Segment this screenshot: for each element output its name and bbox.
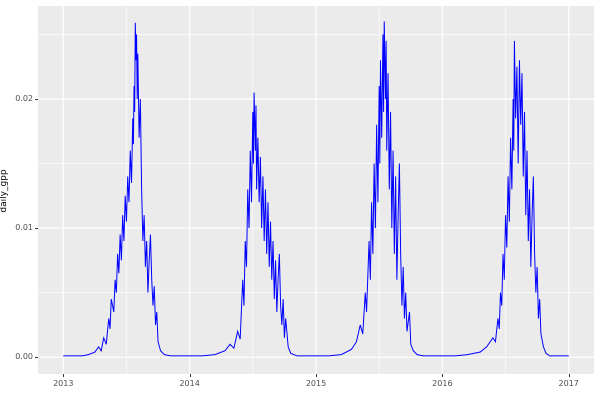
y-tick-mark <box>35 357 38 359</box>
y-tick-label: 0.01 <box>15 223 33 233</box>
x-tick-mark <box>316 374 317 377</box>
x-tick-mark <box>568 374 570 377</box>
y-tick-mark <box>35 98 38 100</box>
x-tick-label: 2015 <box>305 379 327 388</box>
line-chart-svg <box>38 6 594 374</box>
y-tick-label: 0.00 <box>15 352 33 362</box>
x-tick-label: 2016 <box>432 379 453 388</box>
plot-panel <box>38 6 594 374</box>
y-axis-label: daily_gpp <box>0 169 9 213</box>
x-tick-label: 2013 <box>53 379 74 388</box>
x-tick-label: 2014 <box>179 379 200 388</box>
x-tick-mark <box>442 374 444 377</box>
daily-gpp-series-line <box>63 21 569 357</box>
y-tick-label: 0.02 <box>15 93 33 103</box>
x-tick-mark <box>63 374 65 377</box>
y-tick-mark <box>35 228 38 230</box>
x-tick-label: 2017 <box>558 379 579 388</box>
x-tick-mark <box>189 374 191 377</box>
